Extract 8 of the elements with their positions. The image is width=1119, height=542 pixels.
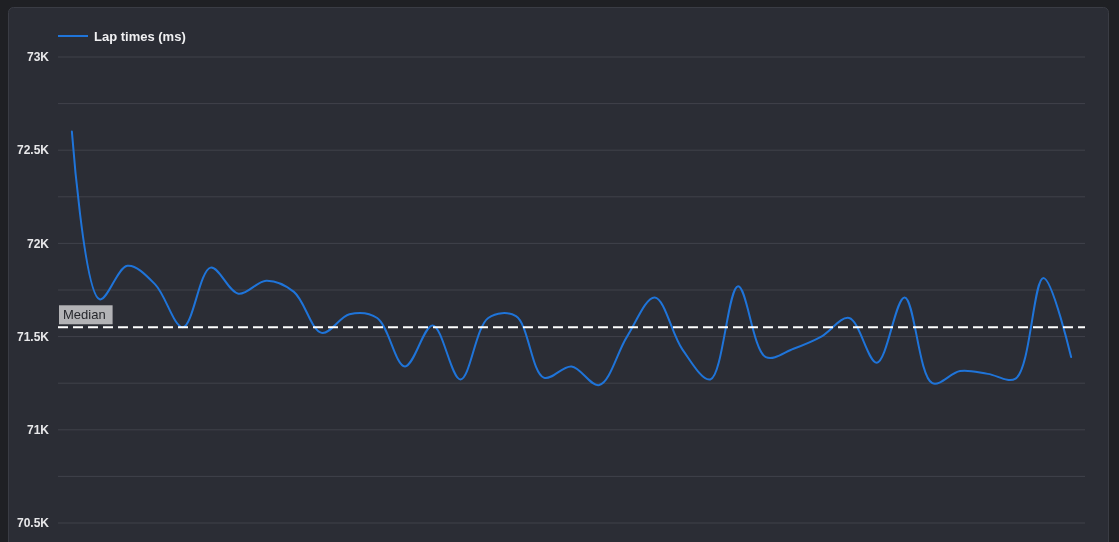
y-tick-label: 71K (26, 423, 50, 437)
ref-line-label: Median (63, 307, 106, 323)
legend-label: Lap times (ms) (94, 28, 186, 44)
y-tick-label: 72.5K (16, 143, 50, 158)
y-tick-label: 71.5K (16, 329, 50, 344)
y-tick-label: 70.5K (16, 516, 50, 531)
y-tick-label: 73K (26, 50, 50, 65)
y-tick-label: 72K (26, 236, 50, 251)
